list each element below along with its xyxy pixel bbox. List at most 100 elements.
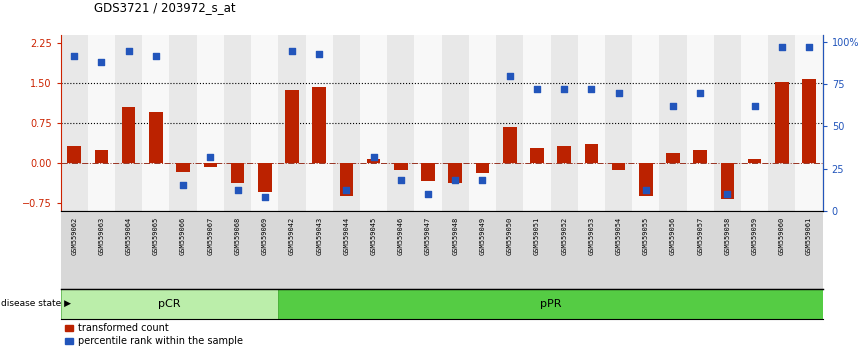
Text: GSM559054: GSM559054 <box>616 217 622 255</box>
Bar <box>122 107 135 163</box>
Text: disease state ▶: disease state ▶ <box>1 299 71 308</box>
Point <box>530 86 544 92</box>
Text: GSM559050: GSM559050 <box>507 217 513 255</box>
Bar <box>802 79 816 163</box>
Bar <box>285 90 299 163</box>
Text: GSM559065: GSM559065 <box>153 217 158 255</box>
Bar <box>197 35 224 211</box>
Text: pCR: pCR <box>158 298 181 309</box>
Text: GSM559053: GSM559053 <box>588 217 594 255</box>
Bar <box>230 163 244 183</box>
Bar <box>387 35 415 211</box>
Point <box>313 51 326 57</box>
Bar <box>659 35 687 211</box>
Point <box>339 188 353 193</box>
Text: GSM559044: GSM559044 <box>344 217 349 255</box>
Bar <box>551 35 578 211</box>
Point <box>94 59 108 65</box>
Bar <box>611 163 625 170</box>
Bar <box>585 144 598 163</box>
Text: GSM559051: GSM559051 <box>534 217 540 255</box>
Bar <box>768 35 796 211</box>
Text: GSM559062: GSM559062 <box>71 217 77 255</box>
Bar <box>149 113 163 163</box>
Bar <box>449 163 462 183</box>
Point <box>585 86 598 92</box>
Bar <box>94 149 108 163</box>
Point <box>285 48 299 53</box>
Point <box>449 177 462 183</box>
Point <box>611 90 625 96</box>
Point <box>557 86 571 92</box>
Text: GSM559048: GSM559048 <box>452 217 458 255</box>
Bar <box>367 159 380 163</box>
Bar <box>558 146 571 163</box>
Bar <box>224 35 251 211</box>
Text: GSM559061: GSM559061 <box>806 217 812 255</box>
Bar <box>775 82 789 163</box>
Bar <box>469 35 496 211</box>
Text: pPR: pPR <box>540 298 561 309</box>
Bar <box>475 163 489 173</box>
Bar <box>339 163 353 196</box>
Text: GSM559055: GSM559055 <box>643 217 649 255</box>
Bar <box>115 35 142 211</box>
Bar <box>694 149 707 163</box>
Point <box>149 53 163 58</box>
Text: GSM559059: GSM559059 <box>752 217 758 255</box>
Text: GSM559064: GSM559064 <box>126 217 132 255</box>
Bar <box>251 35 278 211</box>
Bar <box>142 35 170 211</box>
Bar <box>714 35 741 211</box>
Bar <box>278 289 823 319</box>
Point <box>421 191 435 196</box>
Bar <box>170 35 197 211</box>
Bar <box>523 35 551 211</box>
Bar <box>415 35 442 211</box>
Text: GSM559069: GSM559069 <box>262 217 268 255</box>
Point <box>639 188 653 193</box>
Point <box>694 90 708 96</box>
Bar <box>258 163 272 192</box>
Bar <box>278 35 306 211</box>
Bar <box>87 35 115 211</box>
Bar <box>313 87 326 163</box>
Text: GSM559043: GSM559043 <box>316 217 322 255</box>
Bar <box>61 289 278 319</box>
Text: GSM559046: GSM559046 <box>397 217 404 255</box>
Text: GDS3721 / 203972_s_at: GDS3721 / 203972_s_at <box>94 1 236 14</box>
Point <box>721 191 734 196</box>
Bar <box>394 163 408 170</box>
Text: GSM559067: GSM559067 <box>207 217 213 255</box>
Point <box>475 177 489 183</box>
Bar <box>796 35 823 211</box>
Bar <box>605 35 632 211</box>
Text: GSM559047: GSM559047 <box>425 217 431 255</box>
Bar <box>204 163 217 167</box>
Bar <box>177 163 190 172</box>
Text: GSM559060: GSM559060 <box>779 217 785 255</box>
Bar <box>68 146 81 163</box>
Point <box>258 194 272 200</box>
Bar <box>306 35 333 211</box>
Bar <box>578 35 605 211</box>
Text: GSM559066: GSM559066 <box>180 217 186 255</box>
Bar <box>687 35 714 211</box>
Text: GSM559056: GSM559056 <box>670 217 676 255</box>
Bar <box>741 35 768 211</box>
Bar <box>421 163 435 181</box>
Bar <box>333 35 360 211</box>
Text: GSM559045: GSM559045 <box>371 217 377 255</box>
Point <box>802 44 816 50</box>
Bar <box>530 148 544 163</box>
Bar <box>442 35 469 211</box>
Point <box>747 103 761 109</box>
Point <box>122 48 136 53</box>
Text: GSM559052: GSM559052 <box>561 217 567 255</box>
Bar <box>721 163 734 199</box>
Bar <box>61 35 87 211</box>
Point <box>775 44 789 50</box>
Point <box>394 177 408 183</box>
Text: GSM559058: GSM559058 <box>725 217 730 255</box>
Text: GSM559068: GSM559068 <box>235 217 241 255</box>
